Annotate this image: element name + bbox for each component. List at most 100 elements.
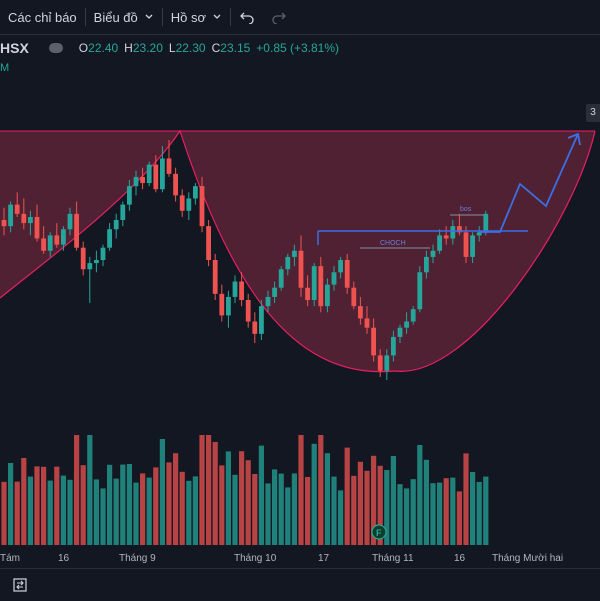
candle	[166, 140, 172, 177]
candle-body	[21, 213, 27, 224]
symbol-label[interactable]: HSX	[0, 40, 29, 56]
volume-bar	[133, 482, 139, 545]
candle	[120, 201, 126, 227]
candle	[443, 226, 449, 245]
candle-body	[377, 355, 383, 371]
volume-bar	[331, 476, 337, 545]
candle	[219, 284, 225, 322]
candle	[54, 223, 60, 248]
candle	[364, 306, 370, 334]
candle	[476, 226, 482, 242]
candle-body	[133, 176, 139, 187]
candle-body	[371, 327, 376, 356]
candle-body	[344, 260, 350, 288]
candle-body	[470, 235, 475, 257]
candle	[351, 281, 357, 310]
candle	[94, 250, 99, 273]
candle-body	[457, 226, 462, 233]
high-label: H	[124, 41, 133, 55]
candle-body	[67, 213, 73, 230]
volume-bar	[364, 470, 370, 545]
candle	[292, 244, 297, 267]
time-axis: Tám 16 Tháng 9 Tháng 10 17 Tháng 11 16 Tháng Mư…	[0, 553, 563, 564]
compare-icon[interactable]	[12, 577, 28, 593]
candle-body	[311, 266, 317, 300]
volume-bar	[443, 478, 449, 545]
volume-layer	[1, 435, 489, 545]
chart-menu-label: Biểu đồ	[93, 9, 138, 25]
visibility-toggle-icon[interactable]	[48, 43, 63, 53]
change-value: +0.85 (+3.81%)	[256, 41, 340, 55]
volume-bar	[21, 458, 27, 545]
candle	[430, 244, 436, 264]
volume-bar	[278, 473, 284, 545]
candle	[338, 256, 343, 279]
flag-letter: F	[376, 528, 382, 538]
volume-bar	[450, 477, 456, 545]
candle	[74, 201, 79, 251]
projection-arrowhead	[567, 132, 581, 146]
profile-menu[interactable]: Hồ sơ	[163, 0, 230, 34]
chart-menu[interactable]: Biểu đồ	[86, 0, 162, 34]
volume-bar	[14, 481, 20, 545]
candle	[67, 207, 73, 236]
candle	[305, 275, 310, 307]
volume-bar	[456, 491, 462, 545]
time-tick-label: Tám	[0, 553, 20, 564]
indicators-menu[interactable]: Các chỉ báo	[0, 0, 85, 34]
candle	[1, 207, 7, 236]
candle-body	[166, 158, 172, 174]
candle	[212, 253, 218, 300]
volume-bar	[186, 480, 192, 545]
price-axis-tag: 3	[586, 104, 600, 122]
time-tick-label: 16	[454, 553, 466, 564]
low-value: 22.30	[175, 41, 206, 55]
candle-body	[113, 220, 119, 230]
candle	[179, 189, 185, 217]
candle	[298, 235, 304, 297]
candle-body	[325, 284, 330, 307]
candle	[450, 220, 456, 245]
candle-body	[199, 186, 205, 227]
volume-bar	[1, 481, 7, 545]
volume-bar	[34, 466, 40, 545]
volume-bar	[8, 463, 14, 545]
candle	[21, 198, 27, 230]
toolbar-divider	[230, 8, 232, 26]
candle-body	[34, 216, 40, 239]
candle-body	[397, 327, 403, 337]
candle-body	[206, 226, 211, 260]
undo-button[interactable]	[231, 0, 263, 34]
volume-bar	[173, 453, 179, 545]
candle-body	[173, 173, 178, 196]
candle-body	[424, 256, 429, 273]
profile-menu-label: Hồ sơ	[170, 9, 207, 25]
candle	[278, 266, 284, 291]
volume-bar	[305, 477, 311, 545]
chevron-down-icon	[145, 14, 153, 19]
candle-body	[285, 256, 291, 270]
candle-body	[483, 213, 489, 233]
candle	[410, 306, 416, 325]
candle	[285, 253, 291, 276]
candle-body	[8, 204, 13, 227]
low-label: L	[168, 41, 176, 55]
candle-body	[351, 287, 357, 307]
time-tick-label: Tháng 11	[372, 553, 414, 564]
volume-bar	[219, 465, 225, 545]
candle-body	[232, 281, 238, 297]
candle-body	[245, 300, 251, 322]
candle-body	[331, 272, 337, 285]
candle	[259, 300, 264, 340]
candle-body	[358, 306, 363, 319]
candle	[391, 330, 396, 362]
candle	[41, 226, 46, 254]
volume-bar	[423, 459, 429, 545]
candle-body	[193, 186, 198, 199]
redo-icon	[272, 12, 286, 24]
candle	[325, 278, 330, 313]
redo-button[interactable]	[263, 0, 295, 34]
volume-bar	[206, 435, 212, 545]
volume-bar	[397, 484, 403, 545]
candle	[206, 220, 211, 267]
